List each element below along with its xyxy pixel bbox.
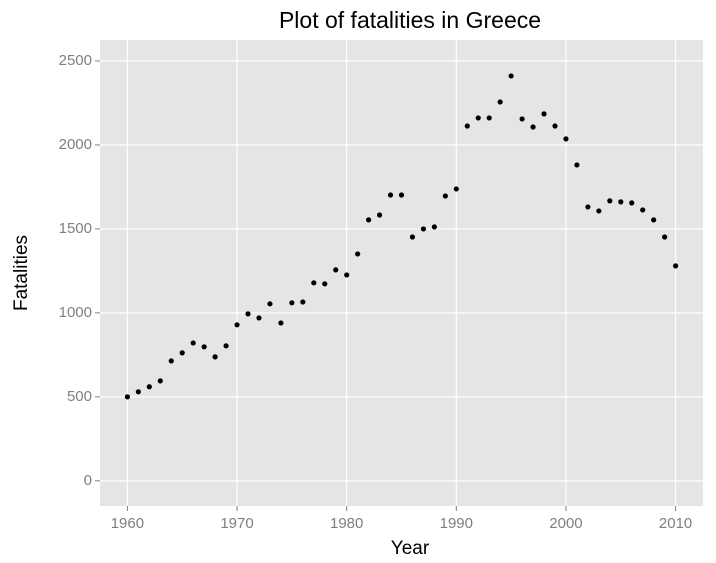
y-tick-label: 1500 <box>59 220 92 237</box>
point <box>333 267 339 273</box>
point <box>552 123 558 129</box>
point <box>530 124 536 130</box>
point <box>574 162 580 168</box>
point <box>563 136 569 142</box>
y-axis-label: Fatalities <box>11 235 32 311</box>
y-tick-label: 2500 <box>59 52 92 69</box>
point <box>497 99 503 105</box>
point <box>618 199 624 205</box>
point <box>366 217 372 223</box>
point <box>672 263 679 269</box>
point <box>387 192 394 198</box>
x-tick-label: 1970 <box>220 515 253 532</box>
plot-background <box>100 40 703 506</box>
point <box>355 251 361 257</box>
point <box>311 280 317 286</box>
x-tick-label: 2000 <box>549 515 582 532</box>
point <box>629 200 635 206</box>
point <box>256 315 262 321</box>
y-tick-label: 0 <box>84 472 92 489</box>
point <box>223 343 229 349</box>
x-tick-label: 1960 <box>111 515 144 532</box>
point <box>289 300 295 306</box>
x-tick-label: 1990 <box>440 515 473 532</box>
point <box>278 320 284 326</box>
point <box>519 116 525 122</box>
point <box>157 378 163 384</box>
point <box>376 212 383 218</box>
point <box>201 344 207 350</box>
point <box>420 226 427 232</box>
point <box>398 192 405 198</box>
point <box>179 350 185 356</box>
x-tick-label: 1980 <box>330 515 363 532</box>
point <box>651 217 657 223</box>
y-tick-label: 2000 <box>59 136 92 153</box>
point <box>409 234 416 240</box>
point <box>146 384 152 390</box>
y-tick-label: 500 <box>67 388 92 405</box>
point <box>607 198 613 204</box>
point <box>212 354 218 360</box>
point <box>344 272 350 278</box>
point <box>508 73 514 79</box>
point <box>486 115 492 121</box>
point <box>662 234 668 240</box>
point <box>234 322 240 328</box>
x-tick-label: 2010 <box>659 515 692 532</box>
point <box>431 224 437 230</box>
point <box>267 301 273 307</box>
point <box>596 208 602 214</box>
point <box>168 358 174 364</box>
point <box>475 115 481 121</box>
point <box>442 193 448 199</box>
point <box>541 111 547 117</box>
point <box>585 204 591 210</box>
point <box>135 389 141 395</box>
point <box>453 186 459 192</box>
point <box>640 207 646 213</box>
point <box>245 311 251 317</box>
point <box>190 340 196 346</box>
x-axis-label: Year <box>391 538 430 559</box>
point <box>124 394 131 400</box>
y-tick-label: 1000 <box>59 304 92 321</box>
point <box>300 299 306 305</box>
chart-title: Plot of fatalities in Greece <box>279 7 541 33</box>
point <box>322 281 328 287</box>
point <box>464 123 470 129</box>
